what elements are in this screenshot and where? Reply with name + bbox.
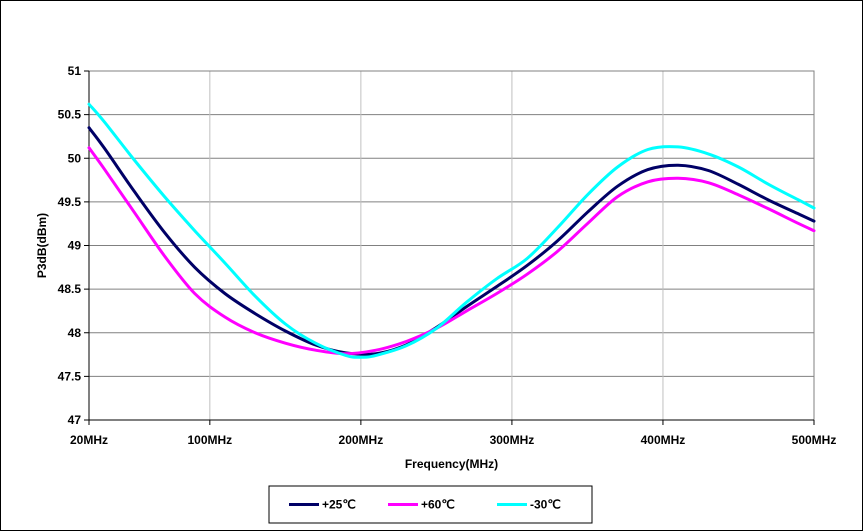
series-lines [87, 102, 816, 359]
y-axis-title: P3dB(dBm) [35, 213, 49, 278]
y-tick-label: 48 [68, 326, 82, 340]
legend-label-1: +25℃ [322, 498, 356, 512]
y-tick-label: 50.5 [58, 108, 82, 122]
series-line-2 [87, 146, 816, 356]
y-tick-label: 47 [68, 413, 82, 427]
x-tick-label: 300MHz [490, 433, 535, 447]
x-axis-title: Frequency(MHz) [405, 457, 498, 471]
legend-label-3: -30℃ [530, 498, 561, 512]
legend: +25℃ +60℃ -30℃ [268, 485, 593, 524]
x-tick-label: 500MHz [792, 433, 837, 447]
x-tick-label: 20MHz [70, 433, 108, 447]
axes: 47 47.5 48 48.5 49 49.5 50 50.5 51 20MHz 100MHz 200… [58, 64, 837, 447]
legend-box [268, 485, 593, 524]
legend-label-2: +60℃ [421, 498, 455, 512]
grid-lines [88, 70, 815, 421]
y-tick-label: 49.5 [58, 195, 82, 209]
y-tick-label: 51 [68, 64, 82, 78]
x-tick-label: 100MHz [187, 433, 232, 447]
x-tick-label: 400MHz [641, 433, 686, 447]
series-line-3 [87, 102, 816, 359]
y-tick-label: 50 [68, 151, 82, 165]
y-tick-label: 48.5 [58, 282, 82, 296]
y-tick-label: 47.5 [58, 369, 82, 383]
x-tick-label: 200MHz [339, 433, 384, 447]
y-tick-label: 49 [68, 239, 82, 253]
